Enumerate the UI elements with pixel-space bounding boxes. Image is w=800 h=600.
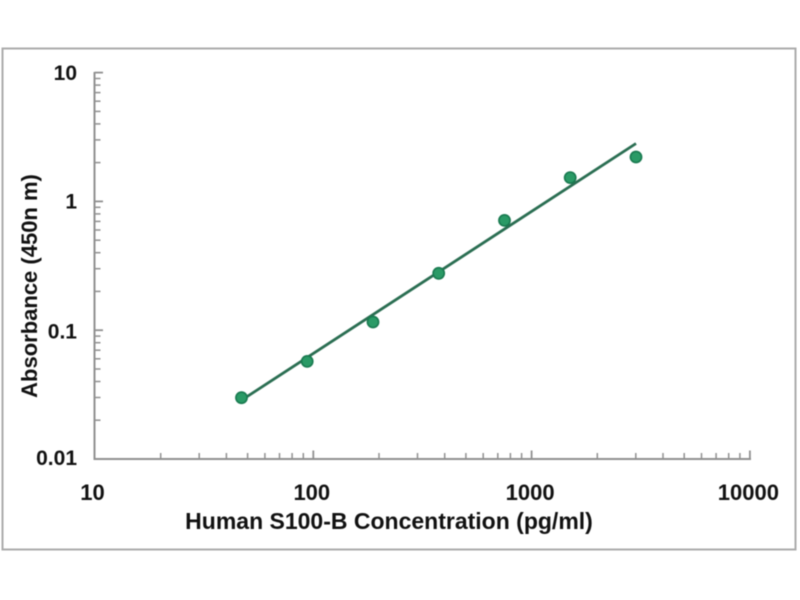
svg-text:100: 100: [293, 480, 330, 505]
svg-text:1: 1: [65, 191, 77, 214]
svg-text:0.01: 0.01: [36, 447, 77, 470]
svg-text:10000: 10000: [718, 480, 779, 505]
svg-text:10: 10: [54, 62, 77, 85]
svg-text:1000: 1000: [506, 480, 555, 505]
svg-text:10: 10: [80, 480, 104, 505]
svg-text:0.1: 0.1: [48, 320, 78, 343]
svg-text:Absorbance (450n m): Absorbance (450n m): [17, 174, 42, 398]
svg-text:Human S100-B Concentration (pg: Human S100-B Concentration (pg/ml): [185, 508, 593, 534]
